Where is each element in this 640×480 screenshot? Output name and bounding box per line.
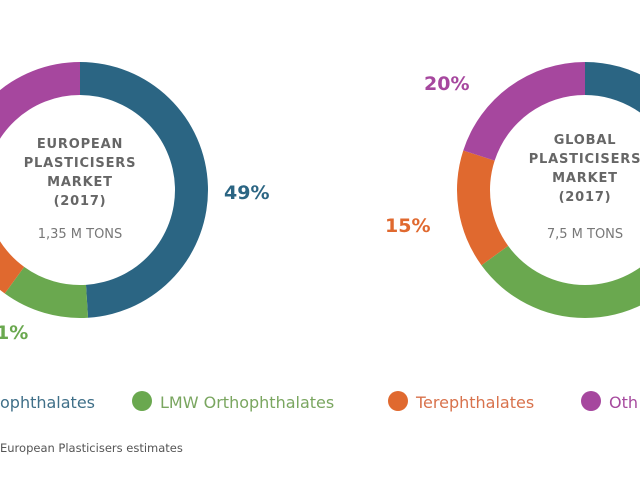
legend-label-other: Oth (609, 393, 638, 412)
legend-swatch-lmw (132, 391, 152, 411)
donut-segment-tere (0, 241, 25, 294)
global-center-title-1: GLOBAL (554, 133, 617, 148)
source-note: European Plasticisers estimates (0, 441, 183, 455)
donut-segment-tere (456, 150, 509, 266)
legend-label-tere: Terephthalates (415, 393, 534, 412)
legend-label-hmw: ophthalates (0, 393, 95, 412)
donut-segment-lmw (4, 266, 89, 319)
global-other-pct: 20% (424, 73, 469, 95)
global-center-title-3: MARKET (552, 171, 618, 186)
donut-segment-other (0, 62, 80, 139)
donut-segment-hmw (80, 62, 209, 318)
legend: ophthalates LMW Orthophthalates Terephth… (0, 391, 638, 412)
global-total: 7,5 M TONS (547, 227, 623, 242)
legend-label-lmw: LMW Orthophthalates (160, 393, 334, 412)
donut-segment-lmw (481, 245, 640, 319)
legend-swatch-other (581, 391, 601, 411)
european-center-title-4: (2017) (54, 194, 107, 209)
european-lmw-pct: 1% (0, 322, 28, 344)
european-donut (0, 62, 209, 319)
donut-segment-other (463, 62, 585, 161)
global-tere-pct: 15% (385, 215, 430, 237)
european-center-title-3: MARKET (47, 175, 113, 190)
legend-swatch-tere (388, 391, 408, 411)
european-total: 1,35 M TONS (38, 227, 123, 242)
donut-segment-hmw (585, 62, 640, 113)
global-donut (456, 62, 640, 319)
european-center-title-1: EUROPEAN (37, 137, 123, 152)
global-center-title-2: PLASTICISERS (529, 152, 640, 167)
european-hmw-pct: 49% (224, 182, 269, 204)
european-center-title-2: PLASTICISERS (24, 156, 137, 171)
global-center-title-4: (2017) (559, 190, 612, 205)
